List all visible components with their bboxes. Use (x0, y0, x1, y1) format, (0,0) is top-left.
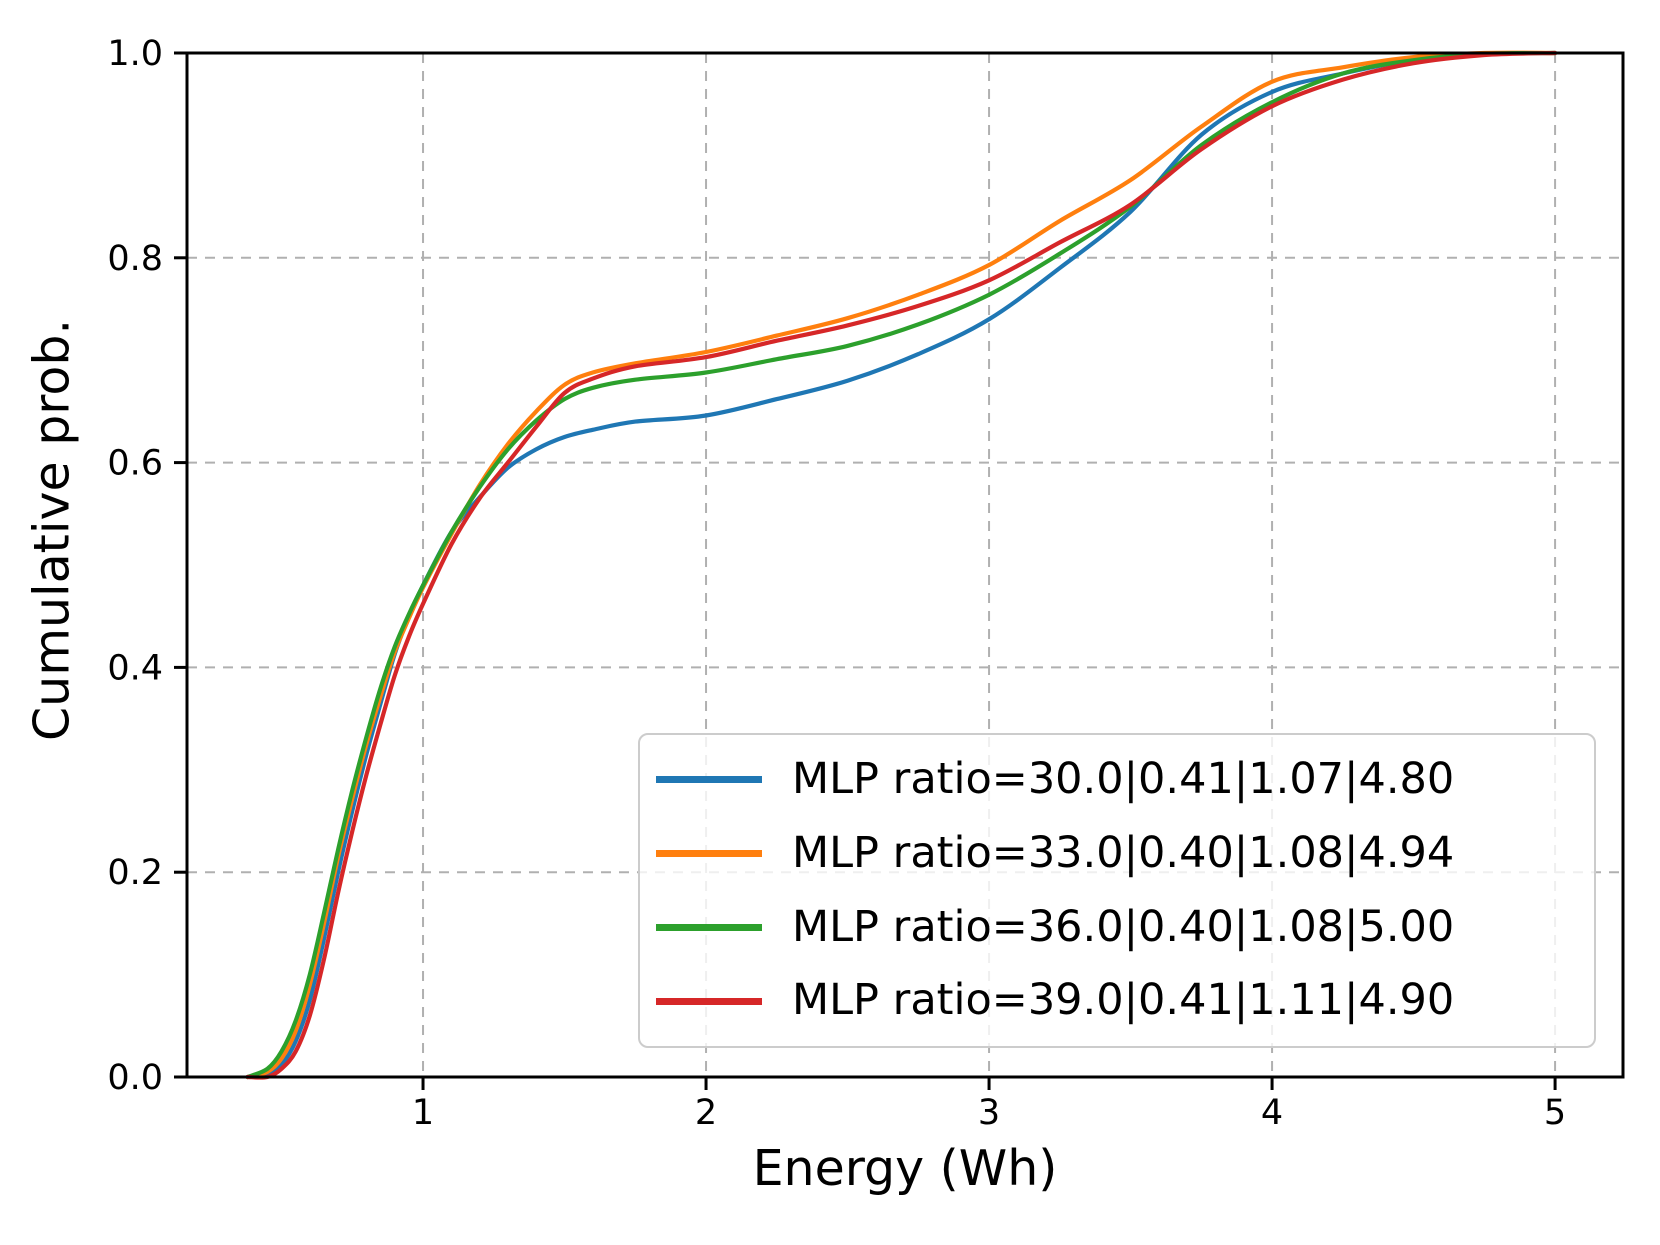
curve-series-0 (245, 50, 1558, 1080)
legend-swatch-icon (656, 997, 762, 1005)
y-tick-label: 0.2 (107, 853, 163, 893)
legend-entry: MLP ratio=33.0|0.40|1.08|4.94 (656, 827, 1584, 878)
legend-label: MLP ratio=33.0|0.40|1.08|4.94 (792, 827, 1455, 878)
y-tick-label: 0.4 (107, 648, 163, 688)
x-tick-label: 3 (978, 1093, 1000, 1133)
legend-entry: MLP ratio=36.0|0.40|1.08|5.00 (656, 901, 1584, 952)
legend-swatch-icon (656, 850, 762, 858)
y-tick-label: 0.8 (107, 239, 163, 279)
legend-entry: MLP ratio=39.0|0.41|1.11|4.90 (656, 977, 1584, 1024)
plot-border (185, 51, 1625, 1079)
x-tick-label: 2 (695, 1093, 717, 1133)
x-tick-label: 5 (1544, 1093, 1566, 1133)
legend-label: MLP ratio=36.0|0.40|1.08|5.00 (792, 901, 1455, 952)
legend-label: MLP ratio=39.0|0.41|1.11|4.90 (792, 975, 1455, 1026)
y-tick-label: 1.0 (107, 34, 163, 74)
y-tick-label: 0.0 (107, 1058, 163, 1098)
y-tick-label: 0.6 (107, 444, 163, 484)
tick-labels: 1 2 3 4 5 0.0 0.2 0.4 0.6 0.8 1.0 (107, 34, 1566, 1133)
x-axis-label: Energy (Wh) (752, 1140, 1058, 1197)
legend-entry: MLP ratio=30.0|0.41|1.07|4.80 (656, 754, 1584, 805)
curve-series-2 (245, 50, 1558, 1080)
x-tick-label: 4 (1261, 1093, 1283, 1133)
y-axis-label: Cumulative prob. (23, 318, 81, 742)
ticks (174, 51, 1557, 1090)
curves (245, 50, 1558, 1080)
legend-swatch-icon (656, 923, 762, 931)
curve-series-3 (245, 50, 1558, 1080)
legend-label: MLP ratio=30.0|0.41|1.07|4.80 (792, 754, 1455, 805)
legend: MLP ratio=30.0|0.41|1.07|4.80 MLP ratio=3… (638, 733, 1596, 1048)
legend-swatch-icon (656, 776, 762, 784)
x-tick-label: 1 (412, 1093, 434, 1133)
